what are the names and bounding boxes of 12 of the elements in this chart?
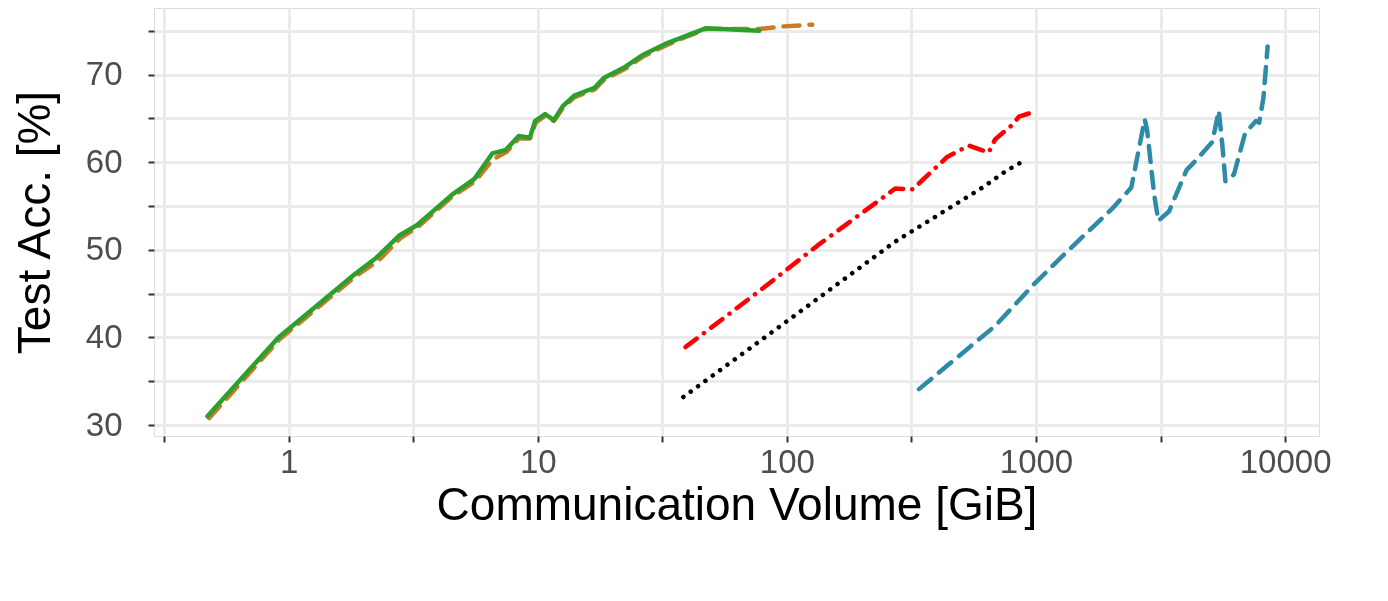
x-tick-label: 1 bbox=[279, 442, 299, 480]
x-tick-label: 1000 bbox=[999, 442, 1074, 480]
x-tick-label: 100 bbox=[759, 442, 815, 480]
y-tick-label: 70 bbox=[85, 55, 123, 93]
y-tick-label: 50 bbox=[85, 230, 123, 268]
y-tick-label: 30 bbox=[85, 405, 123, 443]
x-tick-label: 10 bbox=[519, 442, 557, 480]
x-axis-title: Communication Volume [GiB] bbox=[436, 477, 1038, 530]
y-tick-label: 40 bbox=[85, 317, 123, 355]
x-tick-label: 10000 bbox=[1239, 442, 1332, 480]
y-tick-label: 60 bbox=[85, 142, 123, 180]
y-axis-title: Test Acc. [%] bbox=[7, 90, 60, 355]
